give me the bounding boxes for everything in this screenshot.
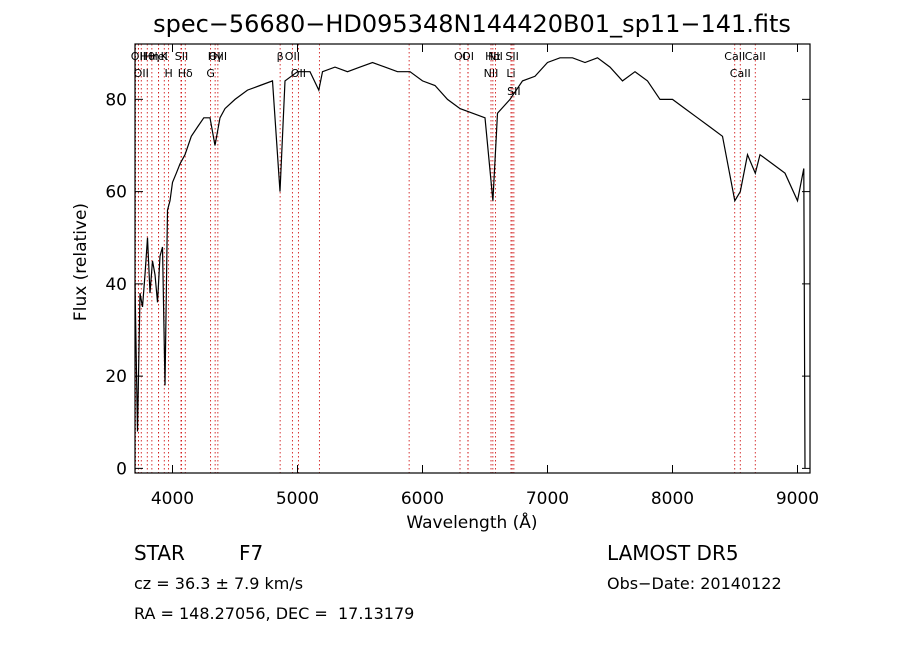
y-tick-label-2: 40 [105, 275, 127, 295]
line-label-3: HeI [149, 50, 167, 63]
survey-name: LAMOST DR5 [607, 541, 739, 565]
line-label-15: OI [454, 50, 466, 63]
line-label-11: G [206, 67, 215, 80]
coordinates: RA = 148.27056, DEC = 17.13179 [134, 604, 415, 623]
line-label-25: CaII [745, 50, 766, 63]
line-label-20: Li [506, 67, 515, 80]
line-id-markers [135, 44, 756, 473]
line-label-12: OII [285, 50, 300, 63]
observation-date: Obs−Date: 20140122 [607, 574, 782, 593]
line-label-13: OII [291, 67, 306, 80]
y-tick-label-1: 20 [105, 367, 127, 387]
line-label-10: Hγ [208, 50, 223, 63]
line-label-19: NII [484, 67, 499, 80]
chart-title: spec−56680−HD095348N144420B01_sp11−141.f… [153, 10, 791, 38]
line-label-5: H [164, 67, 172, 80]
y-axis-ticks: 0 20 40 60 80 [105, 90, 810, 479]
line-label-24: CaII [730, 67, 751, 80]
redshift-cz: cz = 36.3 ± 7.9 km/s [134, 574, 304, 593]
line-label-16: OI [462, 50, 474, 63]
line-label-4: K [161, 50, 169, 63]
x-tick-label-3: 7000 [526, 489, 569, 509]
line-label-2: OII [134, 67, 149, 80]
line-label-8: Hδ [178, 67, 193, 80]
spectrum-line [134, 57, 806, 469]
line-label-9: OIII [209, 50, 227, 63]
x-tick-label-5: 9000 [776, 489, 819, 509]
object-class: STAR [134, 541, 185, 565]
object-subclass: F7 [239, 541, 264, 565]
x-tick-label-4: 8000 [651, 489, 694, 509]
x-tick-label-2: 6000 [401, 489, 444, 509]
plot-frame [134, 43, 811, 474]
line-label-18: SII [505, 50, 518, 63]
line-label-6: Hη [144, 50, 159, 63]
line-label-14: β [277, 50, 284, 63]
x-tick-label-0: 4000 [151, 489, 194, 509]
y-axis-label: Flux (relative) [71, 203, 91, 321]
y-tick-label-4: 80 [105, 90, 127, 110]
y-tick-label-3: 60 [105, 183, 127, 203]
line-label-21: NII [488, 50, 503, 63]
y-tick-label-0: 0 [116, 459, 127, 479]
x-axis-label: Wavelength (Å) [406, 511, 537, 533]
line-label-7: SII [175, 50, 188, 63]
line-label-0: Hθ [140, 50, 155, 63]
x-tick-label-1: 5000 [276, 489, 319, 509]
x-axis-ticks: 4000 5000 6000 7000 8000 9000 [151, 44, 819, 509]
line-label-23: CaII [724, 50, 745, 63]
line-label-17: Hα [485, 50, 501, 63]
